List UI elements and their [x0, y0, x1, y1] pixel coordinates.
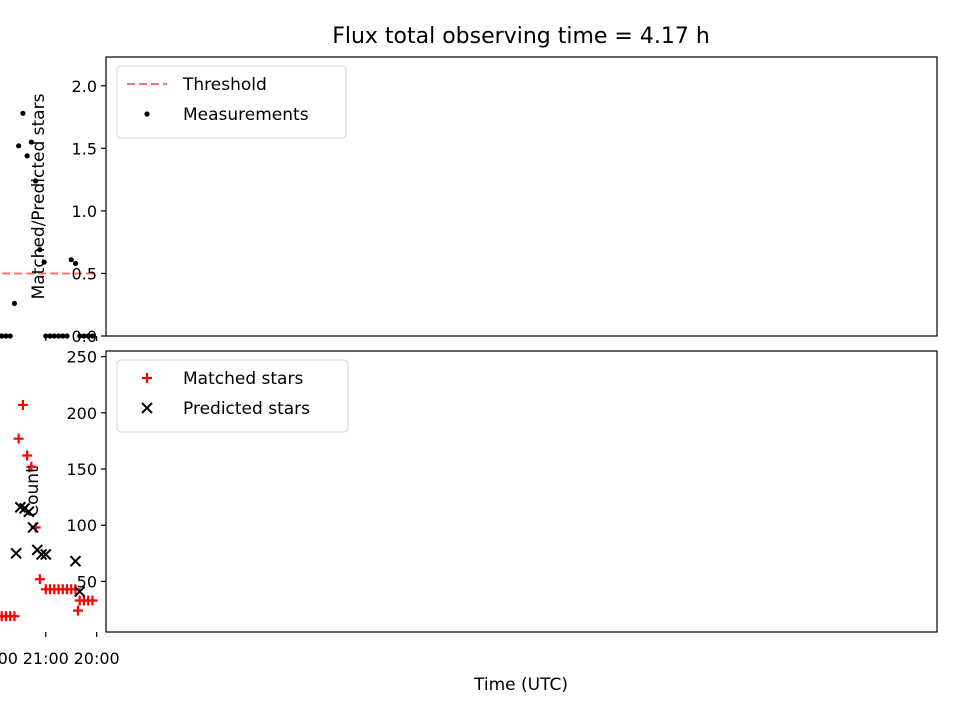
legend-swatch	[141, 402, 153, 414]
data-point	[37, 247, 43, 253]
data-point	[77, 333, 83, 339]
data-point	[74, 585, 86, 598]
data-point	[33, 178, 39, 184]
y-tick-label: 250	[66, 348, 97, 367]
data-point	[17, 399, 28, 410]
legend-box	[116, 65, 347, 139]
top-panel: 0.0 0.5 1.0 1.5 2.0 Matched/Predicted stars Th…	[0, 56, 938, 346]
legend-label: Predicted stars	[183, 399, 310, 419]
x-axis-label: Time (UTC)	[473, 675, 568, 695]
data-point	[64, 333, 70, 339]
data-point	[16, 143, 22, 149]
data-point	[72, 260, 79, 267]
data-point	[69, 555, 82, 567]
bottom-legend: Matched stars Predicted stars	[116, 359, 349, 433]
data-point	[60, 333, 66, 339]
data-point	[85, 333, 91, 339]
data-point	[14, 501, 27, 513]
y-tick-label: 2.0	[72, 77, 97, 96]
data-point	[26, 461, 37, 472]
data-point	[27, 521, 39, 534]
top-series-0	[0, 110, 96, 339]
y-tick-label: 0.5	[72, 264, 97, 283]
data-point	[24, 153, 30, 159]
data-point	[28, 139, 34, 145]
data-point	[31, 544, 44, 556]
x-tick-label: 20:00	[74, 649, 120, 668]
data-point	[34, 574, 45, 585]
data-point	[0, 333, 5, 339]
legend-box	[116, 359, 349, 433]
data-point	[20, 110, 26, 116]
legend-label: Measurements	[183, 105, 309, 125]
bottom-series-0	[0, 399, 98, 622]
top-legend: Threshold Measurements	[116, 65, 347, 139]
top-y-axis-label: Matched/Predicted stars	[29, 93, 49, 299]
data-point	[40, 548, 52, 561]
bottom-series-1	[10, 501, 86, 598]
y-tick-label: 1.0	[72, 202, 97, 221]
data-point	[13, 433, 24, 444]
y-tick-label: 150	[66, 460, 97, 479]
bottom-panel: 50 100 150 200 250 Count Matched stars Predicte…	[0, 348, 938, 637]
data-point	[89, 333, 96, 339]
legend-label: Matched stars	[183, 369, 303, 389]
bottom-y-axis-label: Count	[23, 466, 43, 517]
data-point	[74, 595, 85, 606]
data-point	[40, 584, 51, 595]
data-point	[22, 450, 33, 461]
data-point	[73, 605, 84, 616]
data-point	[0, 611, 7, 622]
data-point	[11, 300, 18, 307]
data-point	[3, 333, 9, 339]
data-point	[10, 547, 22, 560]
y-tick-label: 1.5	[72, 139, 97, 158]
data-point	[81, 333, 87, 339]
data-point	[68, 257, 74, 263]
chart-title: Flux total observing time = 4.17 h	[332, 24, 710, 49]
x-tick-label: 22:00	[0, 649, 18, 668]
data-point	[7, 333, 13, 339]
data-point	[55, 333, 62, 339]
legend-swatch	[144, 111, 150, 117]
y-tick-label: 0.0	[72, 327, 97, 346]
top-axes-frame	[105, 56, 938, 337]
x-tick-label: 21:00	[23, 649, 69, 668]
y-tick-label: 50	[77, 572, 97, 591]
legend-label: Threshold	[182, 75, 267, 95]
legend-swatch	[142, 373, 152, 383]
data-point	[47, 333, 53, 339]
bottom-axes-frame	[105, 350, 938, 633]
y-tick-label: 200	[66, 404, 97, 423]
data-point	[41, 259, 47, 265]
y-tick-label: 100	[66, 516, 97, 535]
data-point	[51, 333, 57, 339]
